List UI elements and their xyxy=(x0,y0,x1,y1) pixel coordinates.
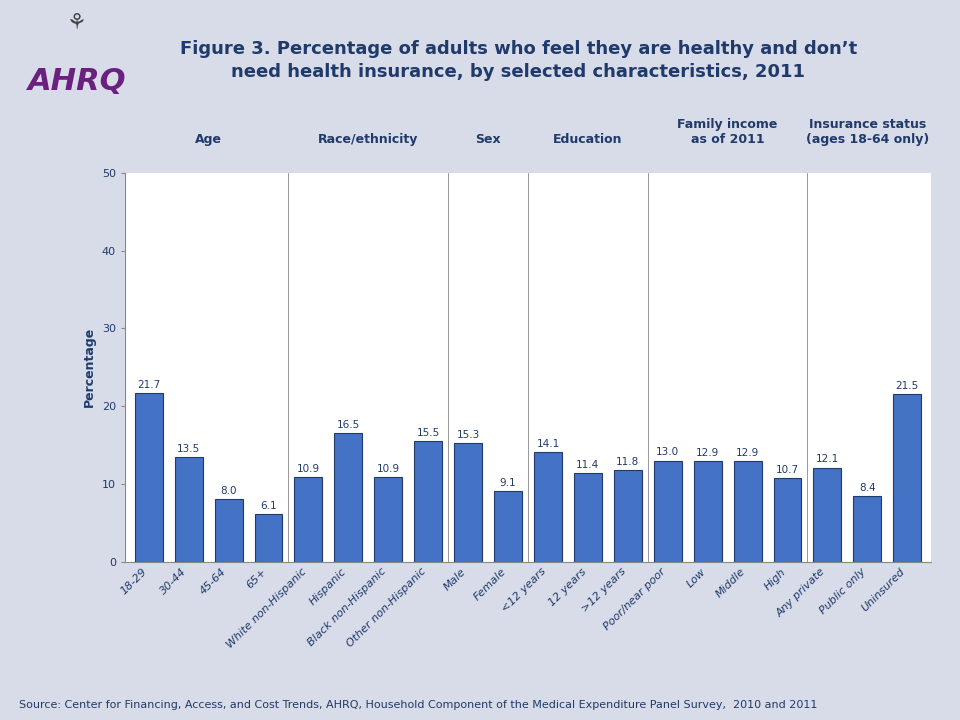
Text: Sex: Sex xyxy=(475,132,501,145)
Text: 21.5: 21.5 xyxy=(896,382,919,391)
Bar xyxy=(574,473,602,562)
Y-axis label: Percentage: Percentage xyxy=(84,327,96,408)
Bar xyxy=(374,477,402,562)
Bar xyxy=(414,441,443,562)
Text: 6.1: 6.1 xyxy=(260,501,276,511)
Bar xyxy=(295,477,323,562)
Bar xyxy=(853,496,881,562)
Text: 15.5: 15.5 xyxy=(417,428,440,438)
Text: 8.0: 8.0 xyxy=(221,486,237,496)
Text: 10.9: 10.9 xyxy=(376,464,399,474)
Text: Family income
as of 2011: Family income as of 2011 xyxy=(678,117,778,145)
Bar xyxy=(694,462,722,562)
Bar xyxy=(494,491,522,562)
Text: ⚘: ⚘ xyxy=(67,13,86,32)
Text: 12.1: 12.1 xyxy=(816,454,839,464)
Bar xyxy=(733,462,761,562)
Text: 8.4: 8.4 xyxy=(859,483,876,493)
Text: Race/ethnicity: Race/ethnicity xyxy=(318,132,419,145)
Text: 11.8: 11.8 xyxy=(616,456,639,467)
Bar xyxy=(175,456,203,562)
Bar xyxy=(334,433,362,562)
Text: Insurance status
(ages 18-64 only): Insurance status (ages 18-64 only) xyxy=(805,117,929,145)
Text: 13.5: 13.5 xyxy=(177,444,201,454)
Bar xyxy=(613,470,642,562)
Text: Education: Education xyxy=(553,132,623,145)
Text: 10.7: 10.7 xyxy=(776,465,799,475)
Text: AHRQ: AHRQ xyxy=(28,68,126,96)
Bar xyxy=(774,478,802,562)
Text: 14.1: 14.1 xyxy=(537,439,560,449)
Text: 9.1: 9.1 xyxy=(500,478,516,487)
Text: Source: Center for Financing, Access, and Cost Trends, AHRQ, Household Component: Source: Center for Financing, Access, an… xyxy=(19,700,818,710)
Bar xyxy=(215,500,243,562)
Text: 10.9: 10.9 xyxy=(297,464,320,474)
Bar xyxy=(654,461,682,562)
Bar xyxy=(134,393,163,562)
Bar xyxy=(813,467,841,562)
Text: Age: Age xyxy=(195,132,222,145)
Text: 13.0: 13.0 xyxy=(657,447,680,457)
Text: 12.9: 12.9 xyxy=(736,448,759,458)
Bar xyxy=(254,514,282,562)
Text: 11.4: 11.4 xyxy=(576,460,599,470)
Text: 16.5: 16.5 xyxy=(337,420,360,430)
Bar xyxy=(893,395,922,562)
Text: 12.9: 12.9 xyxy=(696,448,719,458)
Text: 21.7: 21.7 xyxy=(137,379,160,390)
Text: Figure 3. Percentage of adults who feel they are healthy and don’t
need health i: Figure 3. Percentage of adults who feel … xyxy=(180,40,857,81)
Bar xyxy=(534,452,562,562)
Text: 15.3: 15.3 xyxy=(457,430,480,439)
Bar xyxy=(454,443,482,562)
